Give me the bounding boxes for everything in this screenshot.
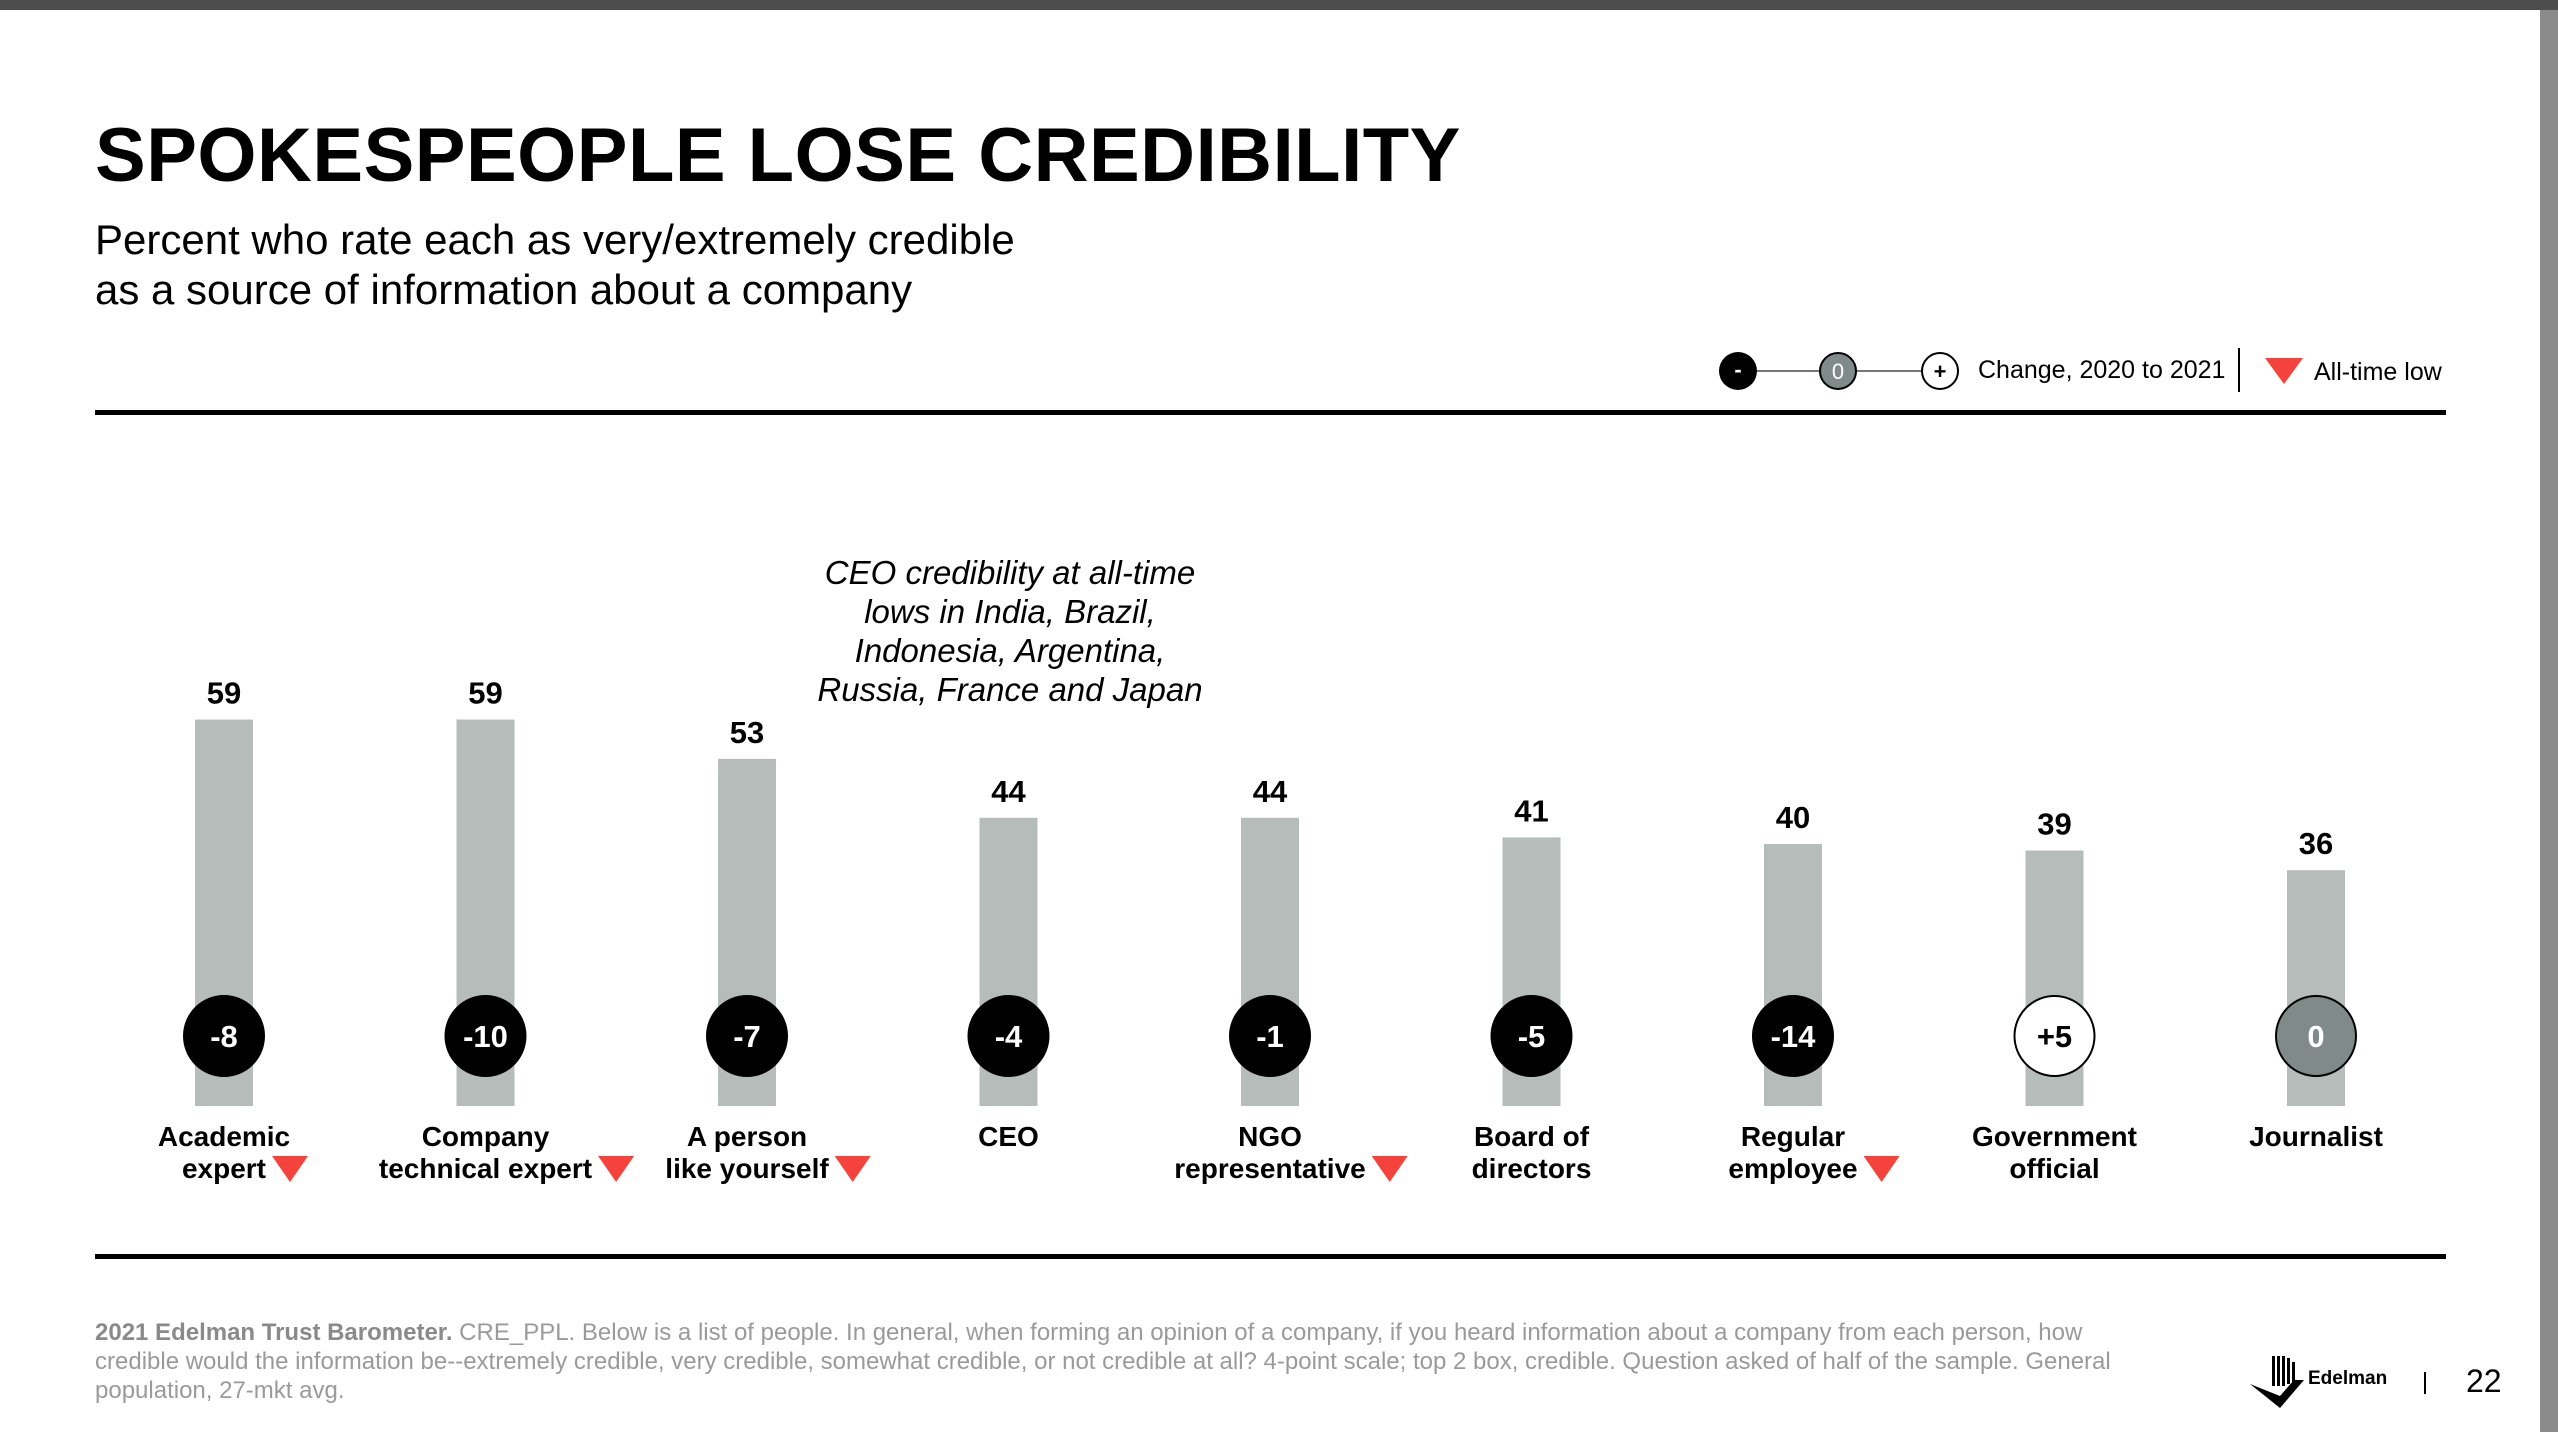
category-label: expert [182,1153,266,1184]
legend-divider [2238,348,2240,392]
change-label: +5 [2037,1019,2072,1054]
category-label: Board of [1474,1121,1590,1152]
category-label: Academic [158,1121,290,1152]
change-label: -4 [995,1019,1023,1054]
change-circle [967,995,1050,1077]
edelman-logo-icon [2250,1356,2304,1408]
annotation-line: Indonesia, Argentina, [854,632,1166,669]
category-label: directors [1472,1153,1592,1184]
change-label: -5 [1518,1019,1546,1054]
legend-negative-circle: - [1719,352,1757,390]
change-label: -14 [1771,1019,1817,1054]
data-label: 44 [991,774,1026,809]
category-label: NGO [1238,1121,1302,1152]
page-number: 22 [2466,1363,2502,1399]
change-circle [1752,995,1834,1077]
category-label: like yourself [665,1153,829,1184]
footnote-source: 2021 Edelman Trust Barometer. [95,1319,453,1346]
category-label: official [2009,1153,2099,1184]
change-circle [2013,995,2096,1077]
change-label: -7 [733,1019,761,1054]
data-label: 36 [2299,826,2333,861]
page-subtitle: Percent who rate each as very/extremely … [95,215,1015,315]
all-time-low-icon [1371,1156,1408,1182]
all-time-low-icon [834,1156,871,1182]
subtitle-line-1: Percent who rate each as very/extremely … [95,216,1015,263]
all-time-low-icon [2265,358,2303,384]
footnote: 2021 Edelman Trust Barometer. CRE_PPL. B… [95,1318,2155,1405]
category-label: employee [1728,1153,1857,1184]
data-label: 59 [468,676,502,711]
change-label: 0 [2307,1019,2324,1054]
change-circle [2275,995,2357,1077]
change-circle [1229,995,1311,1077]
category-label: Government [1972,1121,2137,1152]
legend-zero-circle: 0 [1819,352,1857,390]
legend-all-time-low-label: All-time low [2314,358,2442,386]
all-time-low-icon [272,1156,309,1182]
ceo-annotation: CEO credibility at all-time lows in Indi… [810,553,1210,709]
annotation-line: lows in India, Brazil, [864,593,1156,630]
change-circle [1490,995,1573,1077]
data-label: 53 [730,715,764,750]
page-title: SPOKESPEOPLE LOSE CREDIBILITY [95,113,1461,198]
legend-positive-circle: + [1921,352,1959,390]
change-circle [183,995,265,1077]
change-circle [444,995,527,1077]
data-label: 40 [1776,800,1810,835]
legend-change-label: Change, 2020 to 2021 [1978,356,2226,384]
change-circle [706,995,788,1077]
all-time-low-icon [598,1156,635,1182]
data-label: 44 [1253,774,1288,809]
bottom-rule [95,1254,2446,1259]
edelman-logo: Edelman [2250,1352,2390,1408]
change-label: -10 [463,1019,508,1054]
footnote-text: CRE_PPL. Below is a list of people. In g… [95,1319,2111,1404]
category-label: Regular [1741,1121,1845,1152]
category-label: technical expert [379,1153,592,1184]
change-label: -8 [210,1019,238,1054]
category-label: Journalist [2249,1121,2383,1152]
top-rule [95,410,2446,415]
page-number-divider [2424,1372,2426,1394]
all-time-low-icon [1863,1156,1900,1182]
data-label: 59 [207,676,241,711]
data-label: 39 [2037,807,2071,842]
brand-name: Edelman [2308,1368,2388,1389]
change-label: -1 [1256,1019,1284,1054]
category-label: Company [422,1121,550,1152]
subtitle-line-2: as a source of information about a compa… [95,266,913,313]
category-label: representative [1174,1153,1365,1184]
category-label: CEO [978,1121,1039,1152]
top-bar [0,0,2558,10]
data-label: 41 [1514,793,1548,828]
window-edge [2540,10,2558,1432]
legend: - 0 + Change, 2020 to 2021 All-time low [1718,348,2442,394]
annotation-line: Russia, France and Japan [817,671,1203,708]
category-label: A person [687,1121,807,1152]
annotation-line: CEO credibility at all-time [824,554,1196,591]
